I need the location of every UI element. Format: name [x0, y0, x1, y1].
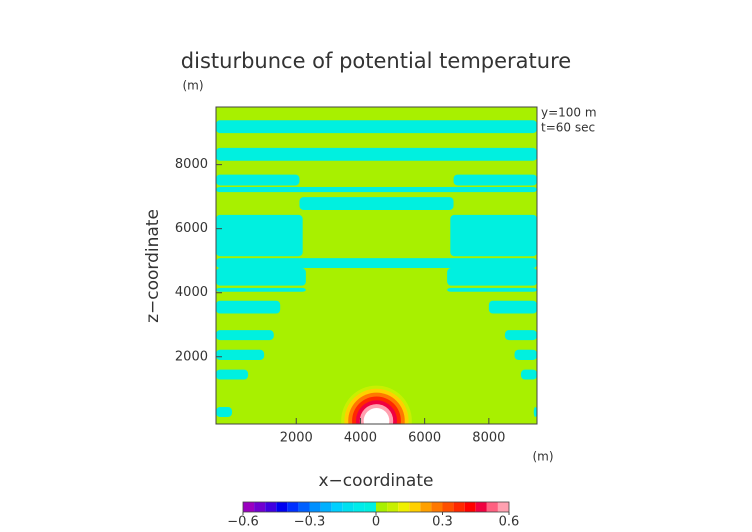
field-patch	[216, 187, 537, 193]
field-patch	[504, 330, 537, 341]
colorbar-cell	[376, 502, 388, 512]
field-patch	[447, 268, 537, 286]
colorbar-cell	[497, 502, 509, 512]
colorbar-cell	[342, 502, 354, 512]
field-patch	[216, 349, 265, 360]
colorbar-tick-label: −0.6	[227, 515, 259, 530]
colorbar-cell	[364, 502, 376, 512]
field-ring	[363, 407, 390, 424]
colorbar-cell	[243, 502, 255, 512]
colorbar-cell	[276, 502, 288, 512]
y-tick-label: 4000	[175, 285, 208, 300]
colorbar-cell	[420, 502, 432, 512]
y-tick-label: 2000	[175, 349, 208, 364]
annotation: y=100 m	[541, 106, 597, 120]
colorbar-cell	[398, 502, 410, 512]
colorbar-tick-label: 0	[372, 515, 380, 530]
colorbar-cell	[320, 502, 332, 512]
field-patch	[216, 258, 537, 269]
y-unit: (m)	[182, 79, 203, 93]
field-patch	[533, 407, 537, 417]
field-patch	[216, 120, 537, 134]
field-patch	[216, 174, 300, 186]
colorbar-cell	[298, 502, 310, 512]
field-patch	[216, 300, 281, 314]
colorbar-cell	[453, 502, 465, 512]
field-patch	[299, 197, 454, 210]
y-tick-label: 6000	[175, 221, 208, 236]
x-tick-label: 6000	[408, 431, 441, 446]
field-patch	[216, 287, 306, 292]
colorbar-tick-label: −0.3	[294, 515, 326, 530]
colorbar-tick-label: 0.6	[499, 515, 520, 530]
colorbar-cell	[331, 502, 343, 512]
x-tick-label: 2000	[280, 431, 313, 446]
field-patch	[216, 147, 537, 161]
colorbar-tick-label: 0.3	[432, 515, 453, 530]
colorbar-cell	[387, 502, 399, 512]
colorbar-cell	[265, 502, 277, 512]
field-patch	[216, 330, 274, 341]
field-patch	[488, 300, 537, 314]
axes: 2000 4000 6000 8000 2000 4000 6000 8000 −0.6 −0.3…	[175, 106, 538, 530]
field-patch	[520, 369, 537, 380]
x-tick-label: 8000	[472, 431, 505, 446]
x-tick-label: 4000	[344, 431, 377, 446]
colorbar-cell	[409, 502, 421, 512]
x-axis-title: x−coordinate	[319, 471, 434, 491]
colorbar-cell	[475, 502, 487, 512]
x-unit: (m)	[532, 450, 553, 464]
chart-title: disturbunce of potential temperature	[181, 49, 571, 73]
field-patch	[447, 287, 537, 292]
field-patch	[216, 407, 233, 417]
field	[216, 107, 537, 424]
colorbar-cell	[287, 502, 299, 512]
field-patch	[453, 174, 537, 186]
colorbar-cell	[486, 502, 498, 512]
plot-frame	[215, 106, 538, 425]
colorbar-cell	[353, 502, 365, 512]
field-patch	[450, 214, 537, 257]
colorbar-cell	[464, 502, 476, 512]
field-patch	[216, 369, 249, 380]
y-tick-label: 8000	[175, 157, 208, 172]
field-patch	[216, 214, 303, 257]
colorbar-cell	[254, 502, 266, 512]
y-axis-title: z−coordinate	[143, 209, 163, 323]
colorbar-cell	[431, 502, 443, 512]
colorbar-cell	[309, 502, 321, 512]
annotation: t=60 sec	[541, 121, 595, 135]
colorbar-cell	[442, 502, 454, 512]
field-patch	[514, 349, 537, 360]
field-patch	[216, 268, 306, 286]
